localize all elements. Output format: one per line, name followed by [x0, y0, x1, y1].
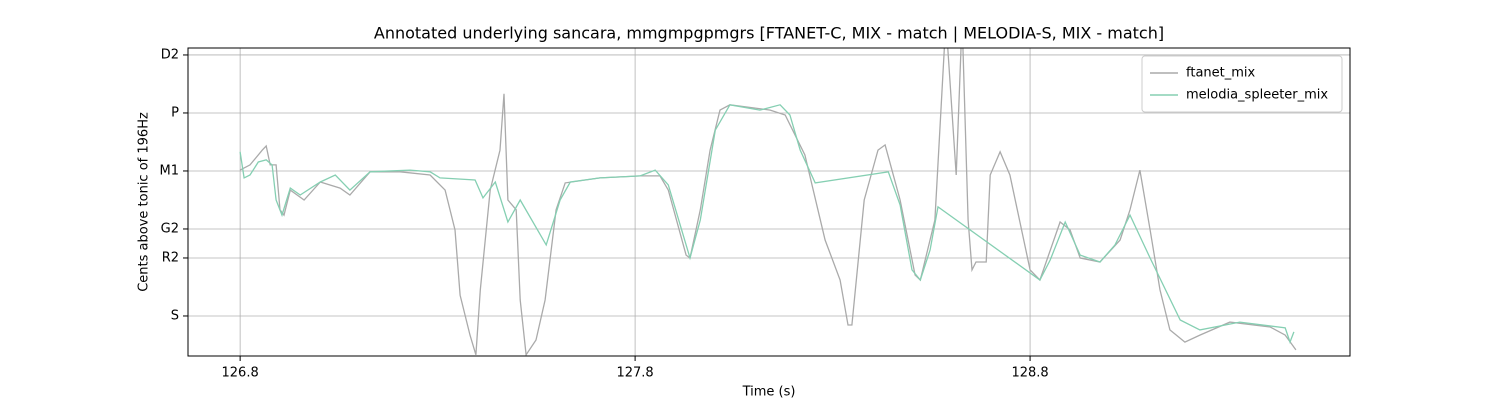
plot-lines: [239, 48, 1297, 356]
x-tick-label: 128.8: [1011, 366, 1048, 381]
x-tick-label: 127.8: [616, 366, 653, 381]
plot-frame: [187, 47, 1351, 357]
chart-title: Annotated underlying sancara, mmgmpgpmgr…: [374, 24, 1164, 43]
legend-label: ftanet_mix: [1186, 66, 1256, 81]
y-tick-label: G2: [161, 221, 179, 236]
y-tick-label: S: [171, 308, 179, 323]
y-tick-label: P: [171, 105, 179, 120]
y-tick-label: D2: [161, 47, 179, 62]
series-line: [239, 104, 1295, 345]
x-axis-label: Time (s): [742, 385, 796, 400]
x-tick-label: 126.8: [222, 366, 259, 381]
y-axis-label: Cents above tonic of 196Hz: [137, 112, 152, 292]
legend-box: [1141, 55, 1343, 113]
y-tick-label: M1: [160, 163, 180, 178]
y-tick-label: R2: [162, 250, 179, 265]
legend-label: melodia_spleeter_mix: [1186, 88, 1328, 103]
